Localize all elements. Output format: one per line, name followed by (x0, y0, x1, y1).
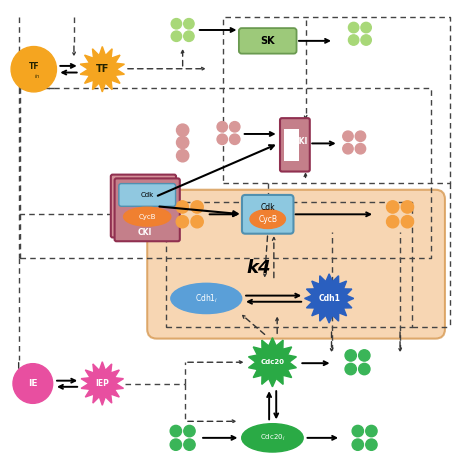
Circle shape (401, 201, 414, 213)
Text: Cdh1: Cdh1 (318, 294, 340, 303)
Circle shape (176, 216, 189, 228)
Text: IEP: IEP (95, 379, 109, 388)
Circle shape (170, 425, 182, 437)
Circle shape (171, 31, 182, 41)
FancyBboxPatch shape (280, 118, 310, 172)
Polygon shape (305, 274, 354, 323)
Text: Cdk: Cdk (260, 203, 275, 212)
Circle shape (171, 18, 182, 29)
Circle shape (352, 425, 364, 437)
Circle shape (348, 35, 359, 45)
FancyBboxPatch shape (242, 195, 293, 234)
Ellipse shape (171, 283, 242, 314)
Circle shape (386, 216, 399, 228)
Circle shape (229, 122, 240, 132)
Circle shape (184, 439, 195, 450)
Circle shape (345, 350, 356, 361)
Circle shape (217, 134, 228, 145)
FancyBboxPatch shape (111, 174, 176, 237)
Text: TF: TF (96, 64, 109, 74)
Circle shape (176, 150, 189, 162)
Circle shape (361, 35, 371, 45)
Circle shape (229, 134, 240, 145)
Circle shape (343, 144, 353, 154)
FancyBboxPatch shape (115, 178, 180, 241)
Circle shape (217, 122, 228, 132)
Text: CKI: CKI (137, 228, 152, 237)
Circle shape (13, 364, 53, 403)
Polygon shape (80, 46, 124, 92)
Circle shape (366, 439, 377, 450)
Circle shape (366, 425, 377, 437)
FancyBboxPatch shape (239, 28, 297, 54)
Text: $_{in}$: $_{in}$ (34, 72, 40, 81)
Polygon shape (248, 337, 296, 387)
Text: Cdk: Cdk (141, 192, 154, 198)
Text: k4: k4 (246, 259, 271, 277)
Text: SK: SK (260, 36, 275, 46)
Polygon shape (81, 362, 124, 405)
Circle shape (386, 201, 399, 213)
Circle shape (348, 22, 359, 33)
Circle shape (359, 364, 370, 375)
Text: CycB: CycB (138, 214, 156, 219)
Ellipse shape (242, 424, 303, 452)
Circle shape (355, 131, 365, 141)
Circle shape (176, 137, 189, 149)
Text: IE: IE (28, 379, 37, 388)
Circle shape (352, 439, 364, 450)
Circle shape (345, 364, 356, 375)
FancyBboxPatch shape (119, 183, 175, 206)
Circle shape (176, 124, 189, 137)
Text: Cdc20$_{i}$: Cdc20$_{i}$ (260, 433, 285, 443)
Text: Cdc20: Cdc20 (260, 359, 284, 365)
Text: CycB: CycB (258, 215, 277, 224)
Text: Cdh1$_{i}$: Cdh1$_{i}$ (195, 292, 218, 305)
Circle shape (361, 22, 371, 33)
Circle shape (184, 18, 194, 29)
Circle shape (355, 144, 365, 154)
Text: CKI: CKI (293, 137, 308, 146)
Circle shape (401, 216, 414, 228)
Circle shape (170, 439, 182, 450)
Circle shape (191, 201, 203, 213)
Circle shape (191, 216, 203, 228)
FancyBboxPatch shape (147, 190, 445, 338)
Ellipse shape (250, 210, 285, 228)
Circle shape (11, 46, 56, 92)
Circle shape (176, 201, 189, 213)
Circle shape (184, 425, 195, 437)
Circle shape (184, 31, 194, 41)
Circle shape (359, 350, 370, 361)
Ellipse shape (124, 207, 171, 226)
FancyBboxPatch shape (284, 128, 299, 161)
Text: TF: TF (28, 62, 39, 71)
Circle shape (343, 131, 353, 141)
